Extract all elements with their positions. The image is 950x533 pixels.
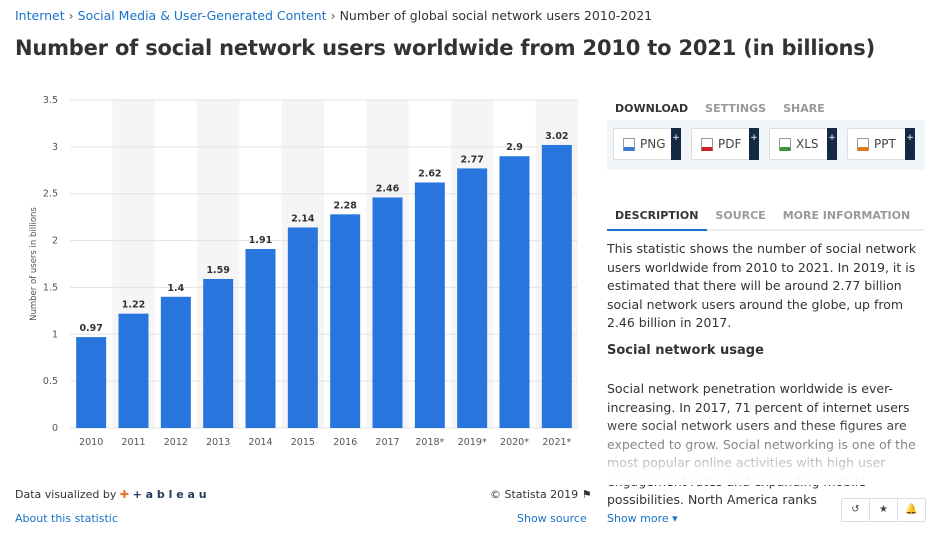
file-ppt-icon: [857, 137, 869, 151]
bar-chart: 0 0.5 1 1.5 2 2.5 3 3.5 0.97 2010 1.22 2011 1.4 2012 1…: [29, 95, 578, 448]
y-tick-label: 1.5: [43, 282, 58, 293]
x-tick-label: 2018*: [415, 437, 444, 448]
breadcrumb-current: Number of global social network users 20…: [339, 8, 653, 23]
tool-buttons: ↺ ★ 🔔: [841, 498, 926, 522]
download-xls-button[interactable]: XLS +: [769, 128, 837, 160]
file-xls-icon: [779, 137, 791, 151]
copyright-text: © Statista 2019: [490, 488, 579, 501]
description-paragraph: This statistic shows the number of socia…: [607, 241, 917, 330]
file-png-icon: [623, 137, 635, 151]
bar: [245, 249, 276, 428]
description-heading: Social network usage: [607, 342, 764, 358]
copyright: © Statista 2019 ⚑: [490, 488, 592, 501]
download-pdf-button[interactable]: PDF +: [691, 128, 759, 160]
star-icon[interactable]: ★: [870, 499, 898, 521]
data-label: 2.28: [333, 200, 357, 211]
x-tick-label: 2015: [291, 437, 315, 448]
data-label: 3.02: [545, 131, 568, 142]
x-tick-label: 2021*: [542, 437, 571, 448]
y-tick-label: 3: [52, 142, 58, 153]
data-label: 2.62: [418, 168, 441, 179]
y-tick-label: 0: [52, 423, 58, 434]
download-label: PNG: [640, 137, 666, 151]
x-tick-label: 2012: [164, 437, 188, 448]
download-label: PPT: [874, 137, 896, 151]
data-label: 2.9: [506, 142, 523, 153]
data-label: 1.4: [167, 283, 184, 294]
bar: [287, 227, 318, 428]
file-pdf-icon: [701, 137, 713, 151]
show-more-link[interactable]: Show more ▾: [607, 512, 678, 525]
tableau-wordmark: + a b l e a u: [132, 488, 207, 501]
y-tick-label: 3.5: [43, 95, 58, 106]
data-label: 2.77: [460, 154, 483, 165]
y-axis-label: Number of users in billions: [29, 207, 39, 321]
visualized-by-label: Data visualized by: [15, 488, 117, 501]
data-label: 1.91: [249, 235, 272, 246]
plus-icon[interactable]: +: [749, 128, 759, 160]
tableau-logo: ✚: [119, 488, 130, 501]
info-tabs: DESCRIPTION SOURCE MORE INFORMATION: [607, 203, 925, 231]
show-source-link[interactable]: Show source: [517, 512, 587, 525]
tab-settings[interactable]: SETTINGS: [705, 102, 767, 115]
download-ppt-button[interactable]: PPT +: [847, 128, 915, 160]
flag-icon[interactable]: ⚑: [581, 488, 592, 501]
data-label: 1.59: [206, 265, 229, 276]
x-tick-label: 2011: [121, 437, 145, 448]
page-title: Number of social network users worldwide…: [15, 36, 875, 60]
tab-more-information[interactable]: MORE INFORMATION: [782, 209, 911, 222]
y-tick-label: 2.5: [43, 189, 58, 200]
bar: [414, 182, 445, 428]
bar: [457, 168, 488, 428]
bar: [541, 144, 572, 428]
breadcrumb-social-media[interactable]: Social Media & User-Generated Content: [77, 8, 327, 23]
x-tick-label: 2014: [248, 437, 272, 448]
plus-icon[interactable]: +: [827, 128, 837, 160]
tab-share[interactable]: SHARE: [783, 102, 825, 115]
x-tick-label: 2016: [333, 437, 357, 448]
data-label: 2.14: [291, 213, 315, 224]
tab-description[interactable]: DESCRIPTION: [607, 203, 708, 231]
bell-icon[interactable]: 🔔: [905, 504, 918, 515]
breadcrumb: Internet › Social Media & User-Generated C…: [15, 8, 653, 23]
download-label: XLS: [796, 137, 819, 151]
bar: [203, 278, 234, 428]
x-tick-label: 2017: [375, 437, 399, 448]
breadcrumb-internet[interactable]: Internet: [15, 8, 65, 23]
download-label: PDF: [718, 137, 742, 151]
bar: [499, 156, 530, 428]
y-tick-label: 1: [52, 329, 58, 340]
y-tick-label: 0.5: [43, 376, 58, 387]
bar: [372, 197, 403, 428]
bar: [330, 214, 361, 428]
history-icon[interactable]: ↺: [842, 499, 870, 521]
plus-icon[interactable]: +: [671, 128, 681, 160]
x-tick-label: 2010: [79, 437, 103, 448]
x-tick-label: 2013: [206, 437, 230, 448]
data-label: 1.22: [122, 300, 145, 311]
data-label: 2.46: [376, 183, 400, 194]
bar: [118, 313, 149, 428]
tab-source[interactable]: SOURCE: [715, 209, 766, 222]
download-png-button[interactable]: PNG +: [613, 128, 681, 160]
text-fade: [607, 420, 927, 485]
y-tick-label: 2: [52, 236, 58, 247]
bar: [76, 337, 107, 428]
download-buttons: PNG + PDF + XLS + PPT +: [607, 120, 925, 170]
bar: [160, 296, 191, 428]
x-tick-label: 2020*: [500, 437, 529, 448]
data-label: 0.97: [79, 323, 102, 334]
plus-icon[interactable]: +: [905, 128, 915, 160]
visualized-by: Data visualized by ✚ + a b l e a u: [15, 488, 207, 501]
about-statistic-link[interactable]: About this statistic: [15, 512, 118, 525]
x-tick-label: 2019*: [458, 437, 487, 448]
